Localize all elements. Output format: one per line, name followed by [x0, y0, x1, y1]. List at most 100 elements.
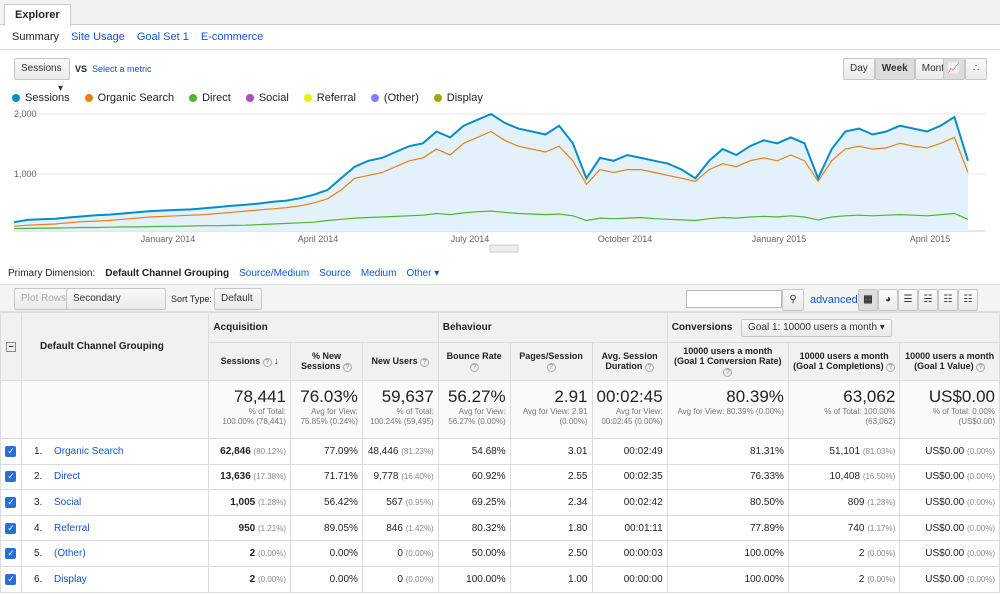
row-checkbox[interactable]: ✓	[5, 573, 17, 585]
row-checkbox[interactable]: ✓	[5, 445, 17, 457]
week-button[interactable]: Week	[874, 58, 915, 80]
secondary-dimension-dropdown[interactable]: Secondary dimension ▾	[66, 288, 166, 324]
new-sessions-cell: 56.42%	[290, 489, 363, 516]
row-checkbox-cell: ✓	[0, 463, 22, 491]
plot-rows-button[interactable]: Plot Rows	[14, 288, 74, 310]
channel-link[interactable]: (Other)	[53, 548, 86, 560]
subnav-ecommerce[interactable]: E-commerce	[200, 31, 264, 43]
series-line-sessions[interactable]	[13, 112, 969, 224]
row-checkbox[interactable]: ✓	[5, 496, 17, 508]
subnav-site-usage[interactable]: Site Usage	[71, 31, 125, 43]
row-checkbox-cell: ✓	[0, 489, 22, 516]
legend-display[interactable]: Display	[433, 92, 483, 104]
chart-resize-handle[interactable]	[489, 244, 519, 253]
tab-explorer[interactable]: Explorer	[4, 4, 71, 26]
conv-rate-cell: 80.50%	[666, 489, 789, 516]
day-button[interactable]: Day	[843, 58, 875, 80]
chart-legend: Sessions Organic Search Direct Social Re…	[12, 92, 483, 104]
subnav-summary[interactable]: Summary	[12, 31, 60, 43]
line-chart-icon[interactable]: 📈	[943, 58, 965, 80]
legend-dot	[370, 94, 379, 102]
channel-link[interactable]: Social	[53, 496, 82, 508]
goal-value-cell: US$0.00 (0.00%)	[899, 489, 1000, 516]
total-cell: 56.27% Avg for View: 56.27% (0.00%)	[437, 380, 511, 439]
dimension-medium[interactable]: Medium	[360, 268, 397, 279]
select-metric-link[interactable]: Select a metric	[92, 64, 152, 74]
channel-link[interactable]: Direct	[53, 471, 81, 483]
col-goal-value[interactable]: 10000 users a month (Goal 1 Value) ?	[899, 342, 1000, 381]
table-row: ✓ 4. Referral 950 (1.21%) 89.05% 846 (1.42%) 8…	[0, 514, 1000, 542]
bounce-rate-cell: 54.68%	[437, 438, 511, 465]
dimension-column-header[interactable]: Default Channel Grouping	[20, 312, 210, 381]
legend-sessions[interactable]: Sessions	[12, 92, 70, 104]
acquisition-group-header: Acquisition	[208, 312, 439, 343]
completions-cell: 10,408 (16.50%)	[787, 463, 901, 491]
row-checkbox[interactable]: ✓	[5, 471, 17, 483]
collapse-checkbox[interactable]: –	[5, 342, 16, 352]
motion-chart-icon[interactable]: ∴	[965, 58, 987, 80]
primary-dimension-bar: Primary Dimension: Default Channel Group…	[8, 268, 439, 279]
row-checkbox[interactable]: ✓	[5, 548, 17, 560]
table-view-icon[interactable]: ▦	[858, 289, 878, 311]
metric-dropdown-value: Sessions	[21, 63, 62, 74]
col-completions[interactable]: 10000 users a month (Goal 1 Completions)…	[787, 342, 901, 381]
channel-link[interactable]: Referral	[53, 522, 90, 534]
performance-view-icon[interactable]: ☰	[898, 289, 918, 311]
chevron-down-icon: ▾	[57, 83, 63, 94]
legend-referral[interactable]: Referral	[303, 92, 356, 104]
series-line-direct[interactable]	[13, 210, 969, 230]
comparison-view-icon[interactable]: ☵	[918, 289, 938, 311]
totals-spacer	[20, 380, 210, 439]
sort-type-dropdown[interactable]: Default ▾	[214, 288, 262, 324]
pages-session-cell: 3.01	[509, 438, 593, 465]
total-cell: 78,441% of Total: 100.00% (78,441)	[208, 380, 292, 439]
dimension-other[interactable]: Other ▾	[406, 268, 440, 279]
channel-link[interactable]: Display	[53, 573, 87, 585]
conv-rate-cell: 100.00%	[666, 565, 789, 593]
legend-direct[interactable]: Direct	[189, 92, 231, 104]
total-cell: 59,637% of Total: 100.24% (59,495)	[361, 380, 439, 439]
total-cell: 2.91 Avg for View: 2.91 (0.00%)	[509, 380, 593, 439]
col-pages-session[interactable]: Pages/Session ?	[509, 342, 593, 381]
row-checkbox[interactable]: ✓	[5, 522, 17, 534]
table-search-input[interactable]	[686, 290, 782, 308]
sessions-line-chart[interactable]: 2,000 1,000 January 2014 April 2014 July…	[0, 105, 1000, 255]
goal-dropdown[interactable]: Goal 1: 10000 users a month ▾	[741, 318, 892, 337]
col-bounce-rate[interactable]: Bounce Rate ?	[437, 342, 511, 381]
dimension-source-medium[interactable]: Source/Medium	[239, 268, 310, 279]
pie-view-icon[interactable]: ◕	[878, 289, 898, 311]
col-sessions[interactable]: Sessions ? ↓	[208, 342, 292, 381]
legend-social[interactable]: Social	[245, 92, 289, 104]
tab-bar: Explorer	[0, 0, 1000, 26]
col-conv-rate[interactable]: 10000 users a month (Goal 1 Conversion R…	[666, 342, 789, 381]
col-avg-duration[interactable]: Avg. Session Duration ?	[591, 342, 668, 381]
search-icon[interactable]: ⚲	[782, 289, 804, 311]
duration-cell: 00:01:11	[591, 514, 668, 542]
new-users-cell: 0 (0.00%)	[361, 565, 439, 593]
col-new-users[interactable]: New Users ?	[361, 342, 439, 381]
term-cloud-icon[interactable]: ☷	[938, 289, 958, 311]
completions-cell: 2 (0.00%)	[787, 565, 901, 593]
x-tick-label: July 2014	[451, 234, 490, 244]
dimension-source[interactable]: Source	[319, 268, 351, 279]
col-new-sessions[interactable]: % New Sessions ?	[290, 342, 363, 381]
legend-other[interactable]: (Other)	[370, 92, 419, 104]
legend-organic[interactable]: Organic Search	[84, 92, 174, 104]
new-sessions-cell: 0.00%	[290, 540, 363, 567]
x-tick-label: January 2014	[141, 234, 196, 244]
dimension-default-channel[interactable]: Default Channel Grouping	[105, 268, 230, 279]
bounce-rate-cell: 60.92%	[437, 463, 511, 491]
pages-session-cell: 2.50	[509, 540, 593, 567]
pages-session-cell: 2.55	[509, 463, 593, 491]
completions-cell: 2 (0.00%)	[787, 540, 901, 567]
subnav-goal-set[interactable]: Goal Set 1	[136, 31, 189, 43]
report-subnav: Summary Site Usage Goal Set 1 E-commerce	[12, 31, 263, 43]
legend-dot	[303, 94, 312, 102]
series-line-organic-search[interactable]	[13, 130, 969, 227]
advanced-link[interactable]: advanced	[810, 294, 858, 306]
help-icon: ?	[262, 358, 272, 367]
pivot-view-icon[interactable]: ☷	[958, 289, 978, 311]
duration-cell: 00:02:49	[591, 438, 668, 465]
metric-dropdown[interactable]: Sessions ▾	[14, 58, 70, 94]
channel-link[interactable]: Organic Search	[53, 445, 124, 457]
